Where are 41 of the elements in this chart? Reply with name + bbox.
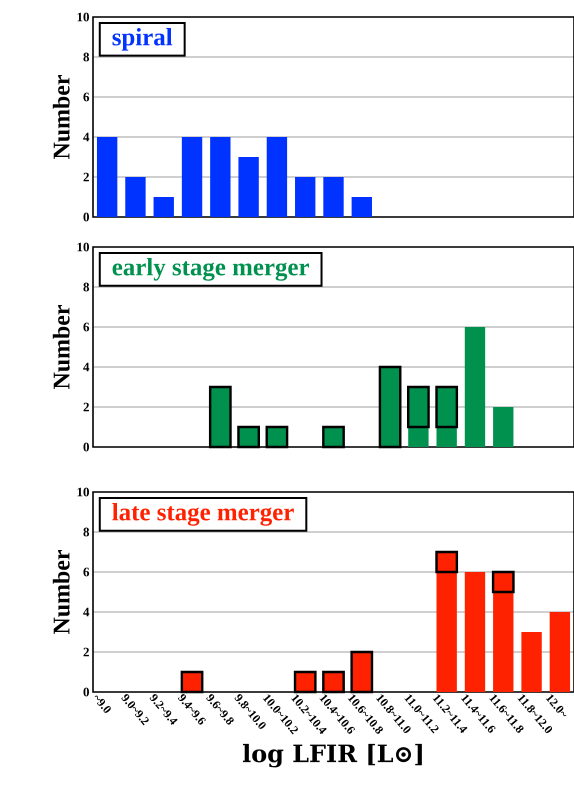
y-tick-label: 4 [83,362,90,372]
y-tick-label: 2 [84,648,89,656]
y-tick-label: 0 [84,688,89,696]
chart-title: spiral [112,28,172,51]
bar [182,136,202,217]
chart-title: late stage merger [112,503,294,526]
bar [493,406,514,447]
y-tick-label: 10 [78,488,89,496]
chart-title: early stage merger [112,258,310,281]
bar [266,136,288,217]
bar [96,136,118,217]
bar [295,176,316,217]
y-tick-label: 8 [83,528,90,536]
bar [323,176,344,217]
y-tick-label: 2 [84,402,89,412]
y-tick-label: 2 [84,172,89,182]
bar [210,136,231,217]
y-tick-label: 0 [84,442,89,452]
y-axis-title: Number [52,550,70,634]
y-tick-label: 6 [83,322,90,332]
y-tick-label: 8 [83,52,90,62]
bar [352,196,372,217]
x-axis-title: log LFIR [L⊙] [242,744,422,768]
bar [464,572,486,692]
y-tick-label: 8 [83,282,90,292]
y-tick-label: 10 [78,12,89,22]
bar [464,326,486,447]
y-tick-label: 0 [84,212,89,222]
y-axis-title: Number [52,75,70,160]
y-tick-label: 4 [83,608,90,616]
bar [550,612,570,692]
y-tick-label: 6 [83,568,90,576]
bar [238,156,259,217]
x-tick-label: ~9.0 [94,696,111,713]
y-tick-label: 6 [83,92,90,102]
y-tick-label: 10 [78,242,89,252]
bar [125,176,146,217]
y-axis-title: Number [52,305,70,390]
bar [154,196,174,217]
y-tick-label: 4 [83,132,90,142]
bar [521,632,542,692]
